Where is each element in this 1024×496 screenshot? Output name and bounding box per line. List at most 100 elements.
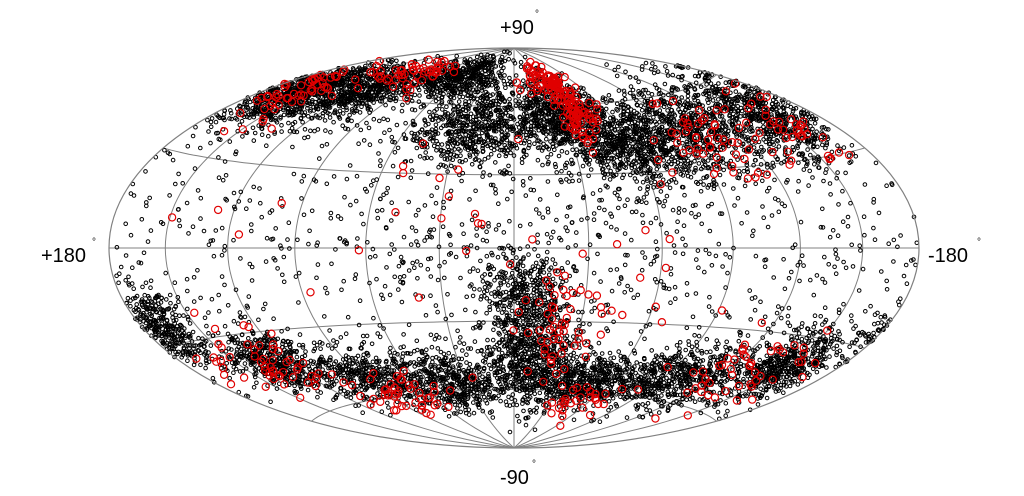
black-point xyxy=(366,60,371,65)
black-point xyxy=(645,184,651,189)
black-point xyxy=(190,133,196,139)
black-point xyxy=(220,115,225,121)
black-point xyxy=(327,111,332,117)
black-point xyxy=(499,68,504,74)
black-point xyxy=(185,358,190,364)
black-point xyxy=(564,214,570,219)
black-point xyxy=(256,123,262,128)
black-point xyxy=(479,88,485,93)
black-point xyxy=(741,168,747,174)
black-point xyxy=(403,120,408,126)
black-point xyxy=(240,113,245,118)
black-point xyxy=(324,142,330,147)
black-point xyxy=(735,195,741,201)
black-point xyxy=(848,200,853,206)
black-point xyxy=(311,108,317,113)
black-point xyxy=(623,69,628,75)
black-point xyxy=(279,129,284,134)
black-point xyxy=(336,112,341,117)
black-point xyxy=(516,93,522,99)
black-point xyxy=(287,112,293,118)
black-point xyxy=(408,158,414,164)
black-point xyxy=(716,81,721,86)
black-point xyxy=(343,126,348,131)
black-point xyxy=(162,147,167,153)
black-point xyxy=(327,100,332,105)
black-point xyxy=(862,182,868,187)
black-point xyxy=(540,162,545,168)
black-point xyxy=(637,186,643,191)
black-point xyxy=(535,157,541,163)
black-point xyxy=(556,153,562,159)
black-point xyxy=(378,138,383,144)
black-point xyxy=(758,162,764,167)
black-point xyxy=(216,155,221,160)
black-point xyxy=(507,75,512,81)
black-point xyxy=(300,85,306,90)
black-point xyxy=(389,134,395,140)
black-point xyxy=(604,62,609,67)
black-point xyxy=(279,123,284,128)
black-point xyxy=(662,198,668,204)
black-point xyxy=(820,142,825,148)
black-point xyxy=(717,172,723,178)
black-point xyxy=(323,128,328,133)
black-point xyxy=(302,127,308,132)
black-point xyxy=(412,92,418,98)
black-point xyxy=(209,116,215,121)
black-point xyxy=(433,122,439,128)
black-point xyxy=(290,144,295,150)
black-point xyxy=(356,141,361,146)
black-point xyxy=(391,106,396,111)
black-point xyxy=(377,98,383,104)
black-point xyxy=(721,182,727,187)
black-point xyxy=(433,98,439,104)
black-point xyxy=(387,127,392,133)
black-point xyxy=(644,200,649,206)
black-point xyxy=(673,180,679,185)
black-point xyxy=(268,112,274,118)
black-point xyxy=(559,148,565,154)
black-point xyxy=(344,90,350,95)
black-point xyxy=(394,90,399,95)
black-point xyxy=(315,106,321,112)
black-point xyxy=(364,120,369,126)
black-point xyxy=(409,98,415,104)
black-point xyxy=(244,107,249,113)
black-point xyxy=(796,178,801,184)
black-point xyxy=(454,53,460,59)
black-point xyxy=(704,82,709,87)
black-point xyxy=(548,152,554,157)
black-point xyxy=(417,93,422,98)
black-point xyxy=(528,176,533,181)
black-point xyxy=(278,114,283,120)
black-point xyxy=(835,143,840,148)
black-point xyxy=(297,109,302,115)
black-point xyxy=(807,168,813,174)
black-point xyxy=(459,178,464,184)
black-point xyxy=(812,121,818,126)
black-point xyxy=(482,156,488,162)
black-point xyxy=(264,143,269,148)
parallel-line xyxy=(311,388,717,422)
black-point xyxy=(385,117,391,123)
black-point xyxy=(399,108,405,114)
black-point xyxy=(247,115,252,120)
black-point xyxy=(357,65,362,71)
black-point xyxy=(427,109,432,115)
black-point xyxy=(603,106,609,112)
black-point xyxy=(251,111,256,116)
black-point xyxy=(665,108,670,113)
black-point xyxy=(652,179,658,185)
black-point xyxy=(667,185,673,191)
black-point xyxy=(734,134,740,139)
black-point xyxy=(349,107,355,112)
black-point xyxy=(616,88,622,93)
black-point xyxy=(444,104,449,110)
black-point xyxy=(394,122,400,128)
black-point xyxy=(664,193,670,199)
black-point xyxy=(507,96,512,102)
black-point xyxy=(519,160,525,165)
black-point xyxy=(680,65,686,70)
black-point xyxy=(493,160,498,165)
